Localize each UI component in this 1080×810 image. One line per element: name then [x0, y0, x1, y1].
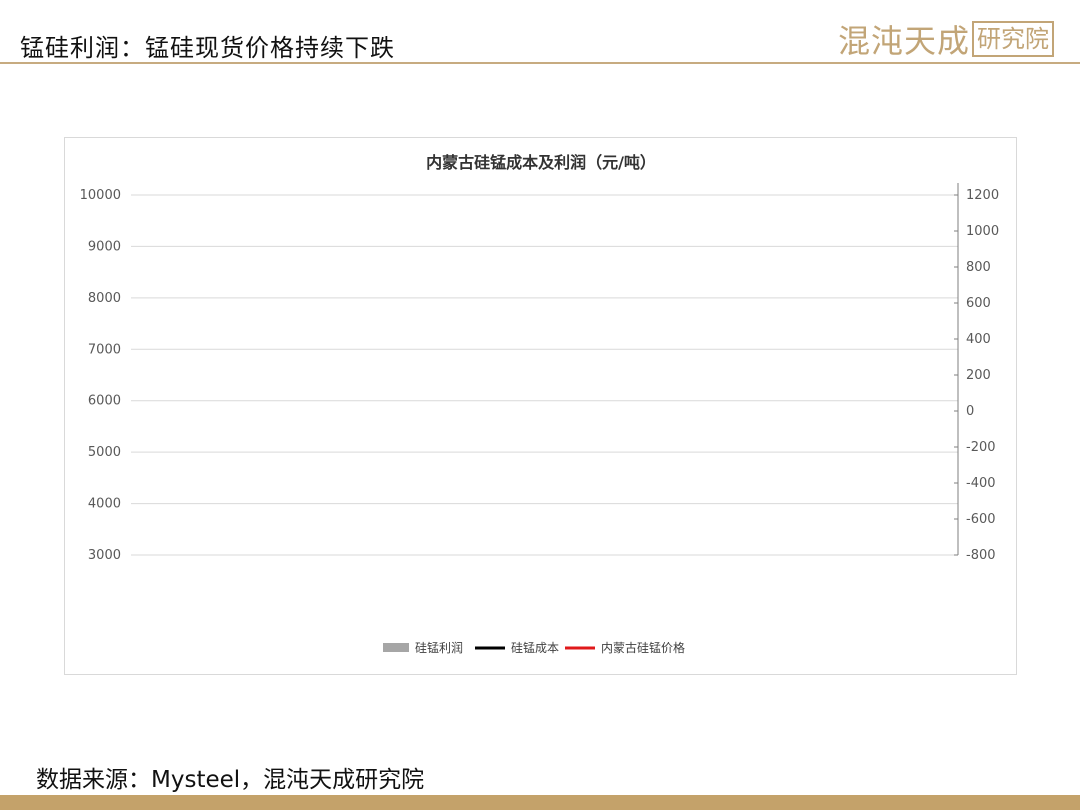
y-right-tick-label: 200 [966, 368, 991, 383]
y-left-tick-label: 3000 [88, 548, 121, 563]
logo-text: 混沌天成 [837, 22, 970, 60]
y-left-tick-label: 10000 [80, 188, 121, 203]
y-right-tick-label: 0 [966, 404, 974, 419]
legend-label: 硅锰利润 [415, 640, 463, 655]
y-left-tick-label: 4000 [88, 497, 121, 512]
data-source: 数据来源：Mysteel，混沌天成研究院 [36, 767, 425, 793]
y-right-tick-label: 800 [966, 260, 991, 275]
y-right-tick-label: 400 [966, 332, 991, 347]
page-title: 锰硅利润：锰硅现货价格持续下跌 [20, 34, 395, 62]
chart-panel: 内蒙古硅锰成本及利润（元/吨） 3000 4000 5000 6000 7000 8000… [6, 137, 1017, 675]
axes: 300040005000600070008000900010000-800-60… [6, 183, 999, 570]
chart-svg: 内蒙古硅锰成本及利润（元/吨） 300040005000600070008000… [6, 138, 999, 655]
y-left-tick-label: 6000 [88, 394, 121, 409]
chart-legend: 硅锰利润 硅锰成本 内蒙古硅锰价格 [383, 640, 685, 655]
y-left-tick-label: 5000 [88, 445, 121, 460]
header-divider [0, 62, 1080, 64]
legend-label: 内蒙古硅锰价格 [601, 640, 685, 655]
y-right-tick-label: 1200 [966, 188, 999, 203]
y-right-tick-label: -400 [966, 476, 996, 491]
logo-seal: 研究院 [972, 21, 1054, 57]
legend-label: 硅锰成本 [511, 640, 559, 655]
gridlines [131, 194, 958, 556]
legend-swatch [383, 643, 409, 652]
y-left-tick-label: 7000 [88, 342, 121, 357]
y-right-tick-label: -200 [966, 440, 996, 455]
chart-title: 内蒙古硅锰成本及利润（元/吨） [426, 153, 656, 172]
y-right-tick-label: -600 [966, 512, 996, 527]
y-left-tick-label: 9000 [88, 239, 121, 254]
footer-bar [0, 795, 1080, 810]
company-logo: 混沌天成 研究院 [838, 16, 1054, 62]
y-right-tick-label: 600 [966, 296, 991, 311]
y-right-tick-label: -800 [966, 548, 996, 563]
y-left-tick-label: 8000 [88, 291, 121, 306]
y-right-tick-label: 1000 [966, 224, 999, 239]
